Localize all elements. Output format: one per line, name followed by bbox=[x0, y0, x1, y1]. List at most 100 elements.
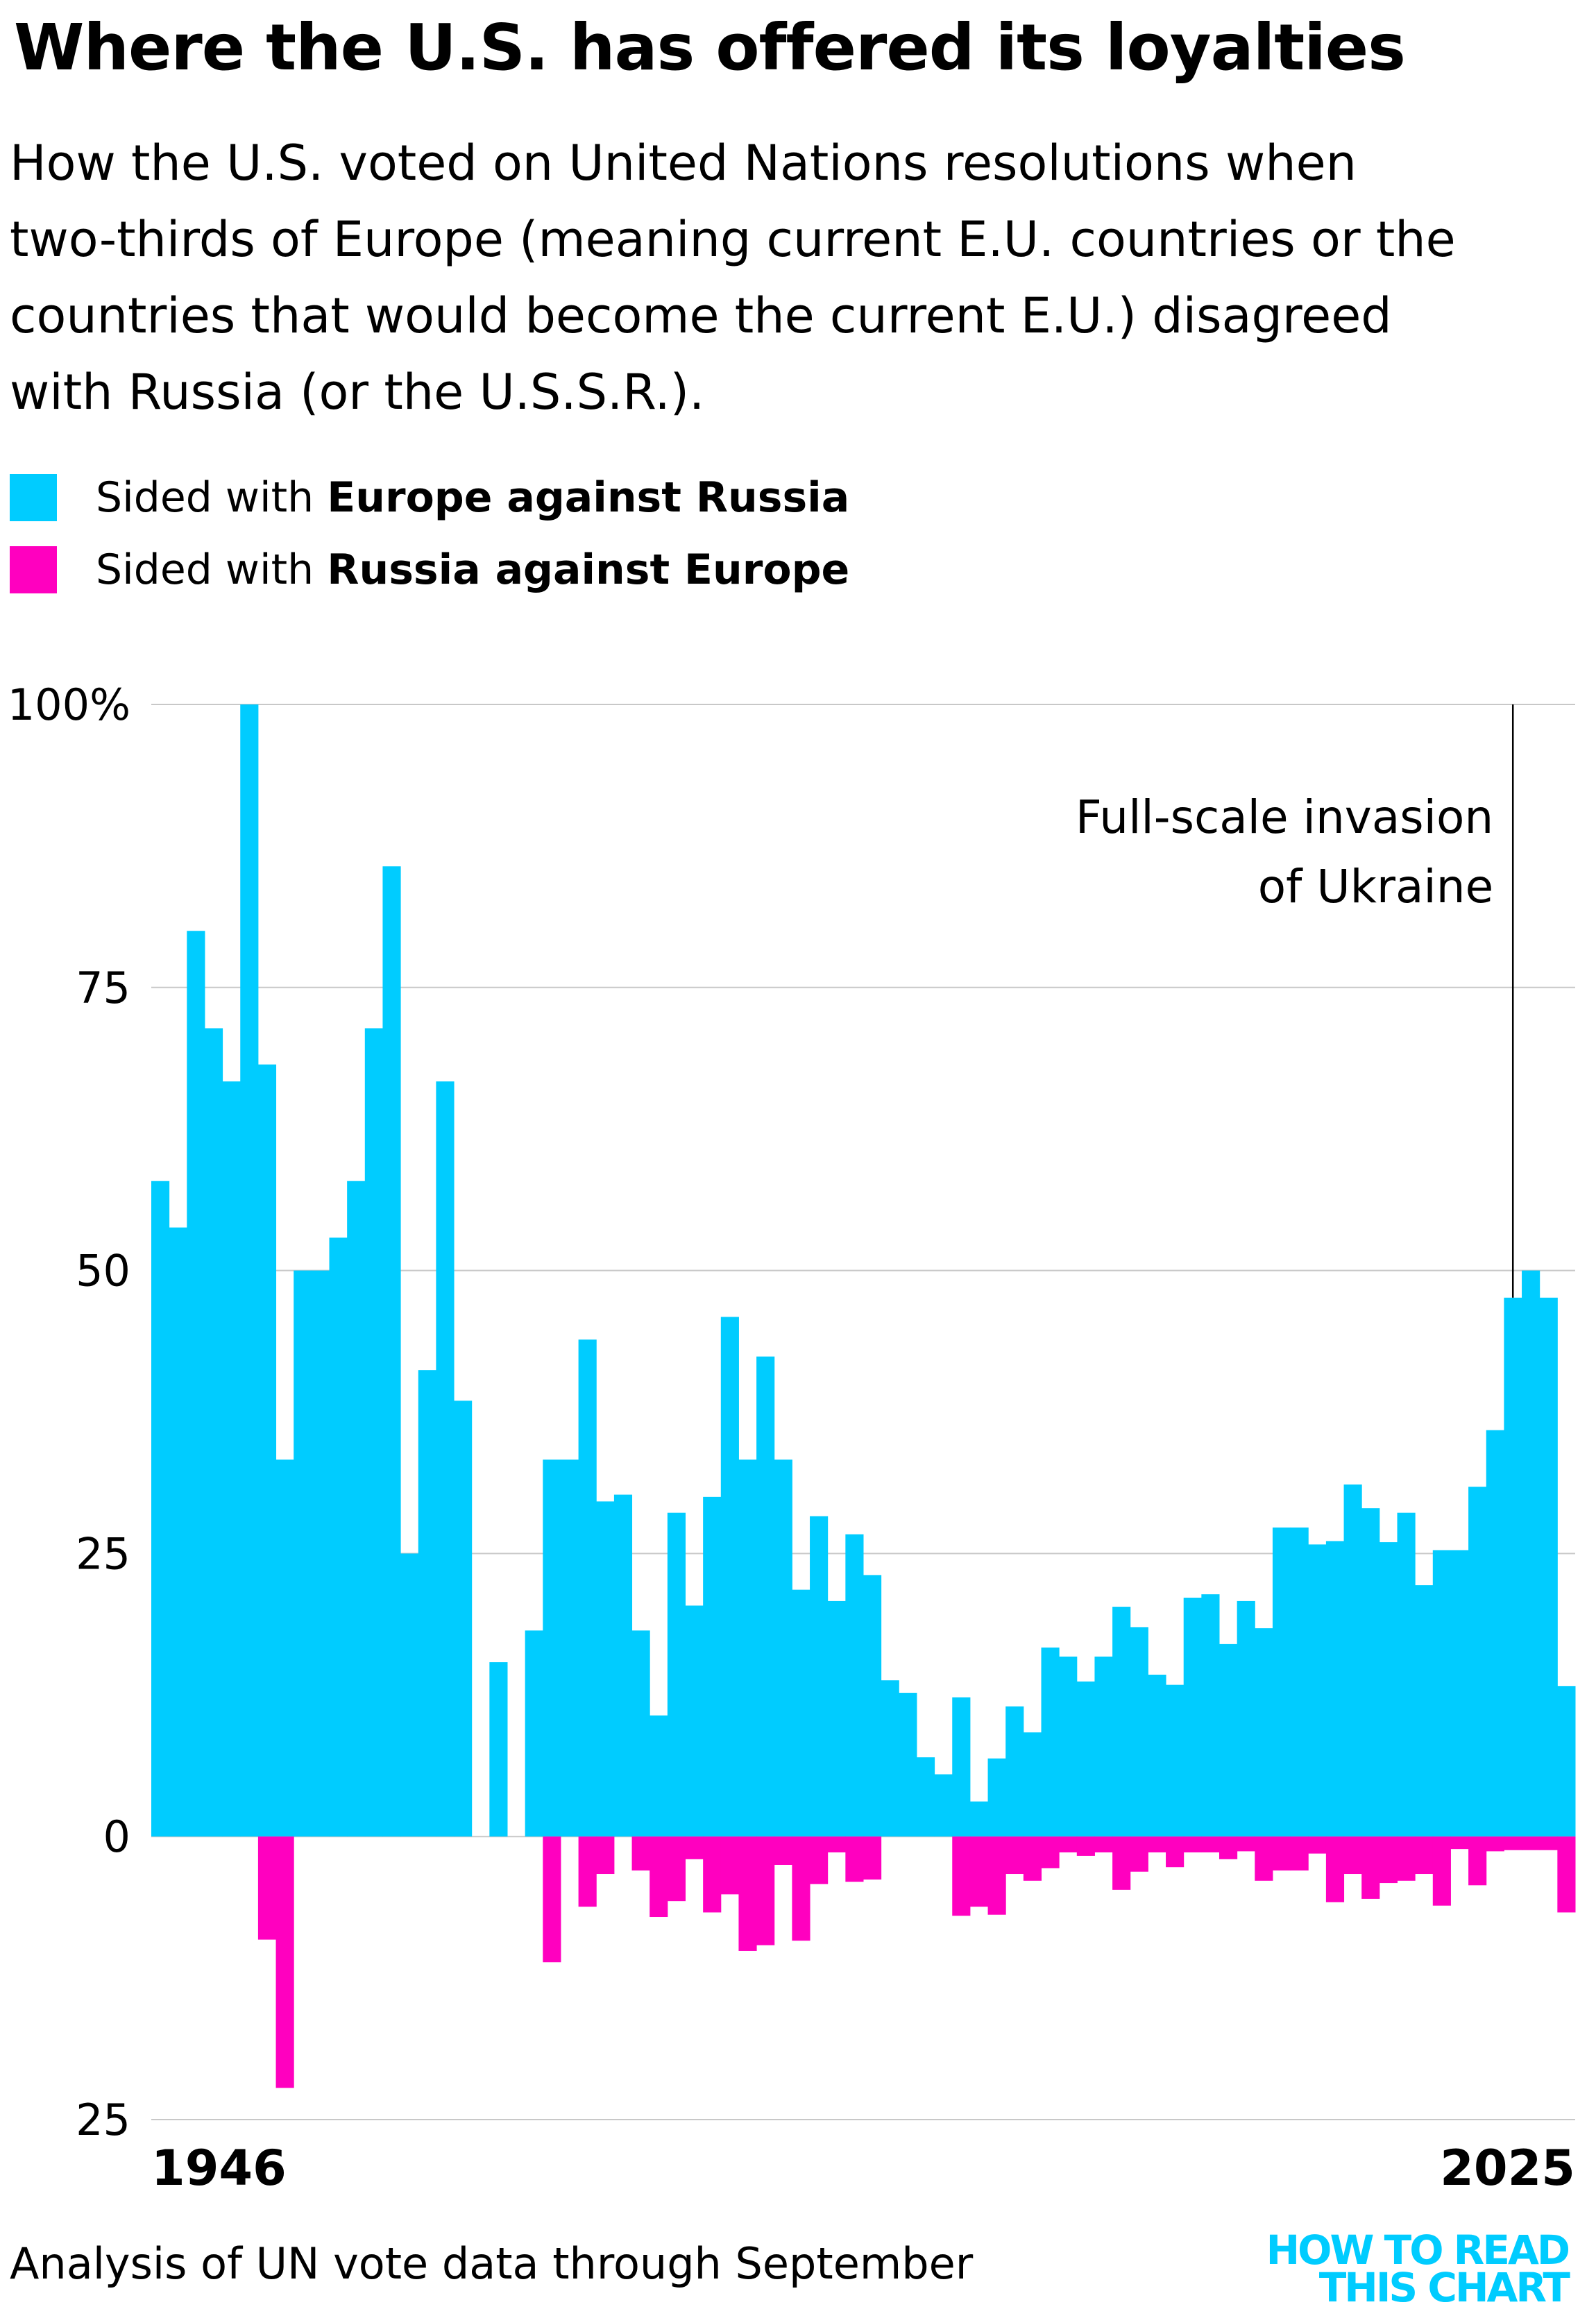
bar-europe-1990 bbox=[934, 1774, 953, 1837]
x-tick-label: 1946 bbox=[151, 2140, 287, 2197]
annotation-text: of Ukraine bbox=[1258, 860, 1493, 913]
legend-item-russia: Sided with Russia against Europe bbox=[10, 534, 849, 606]
bar-europe-2000 bbox=[1112, 1607, 1131, 1837]
y-tick-label: 0 bbox=[103, 1811, 130, 1862]
bar-europe-2007 bbox=[1237, 1600, 1255, 1837]
bar-russia-2001 bbox=[1130, 1836, 1148, 1872]
bar-russia-2020 bbox=[1468, 1836, 1487, 1886]
legend-label-russia: Sided with Russia against Europe bbox=[96, 546, 849, 594]
bar-europe-2011 bbox=[1308, 1544, 1327, 1837]
bar-russia-1994 bbox=[1005, 1836, 1024, 1875]
bar-russia-2014 bbox=[1361, 1836, 1380, 1899]
bar-europe-2016 bbox=[1397, 1512, 1416, 1837]
bar-europe-2021 bbox=[1486, 1430, 1504, 1837]
bar-europe-1946 bbox=[151, 1181, 170, 1837]
bar-europe-1985 bbox=[845, 1534, 864, 1837]
bar-europe-1967 bbox=[525, 1630, 543, 1837]
bar-europe-1960 bbox=[400, 1553, 419, 1837]
bar-europe-1957 bbox=[347, 1181, 366, 1837]
annotation-text: Full-scale invasion bbox=[1076, 791, 1493, 844]
subtitle-line: two-thirds of Europe (meaning current E.… bbox=[10, 211, 1456, 268]
bar-europe-1987 bbox=[881, 1680, 899, 1837]
bar-europe-2002 bbox=[1148, 1674, 1166, 1837]
subtitle-line: How the U.S. voted on United Nations res… bbox=[10, 135, 1357, 192]
subtitle-line: with Russia (or the U.S.S.R.). bbox=[10, 364, 705, 421]
bar-russia-1992 bbox=[969, 1836, 989, 1907]
logo-line-2: THIS CHART bbox=[1318, 2264, 1570, 2311]
legend-swatch-russia bbox=[10, 546, 57, 593]
bar-russia-2000 bbox=[1112, 1836, 1131, 1890]
bar-russia-1953 bbox=[275, 1836, 294, 2088]
bar-europe-1996 bbox=[1041, 1647, 1060, 1837]
bar-russia-1996 bbox=[1041, 1836, 1060, 1868]
y-axis-labels: 100% 75 50 25 0 25 bbox=[8, 679, 130, 2145]
bar-europe-1982 bbox=[792, 1589, 810, 1837]
x-axis-labels: 1946 2025 bbox=[151, 2140, 1575, 2197]
bar-europe-2005 bbox=[1201, 1594, 1220, 1837]
bar-europe-1948 bbox=[187, 931, 205, 1837]
bar-europe-2024 bbox=[1539, 1297, 1558, 1837]
bar-russia-2025 bbox=[1557, 1836, 1576, 1913]
bars-russia bbox=[257, 1836, 1576, 2088]
bar-europe-1980 bbox=[756, 1356, 775, 1837]
bar-russia-2007 bbox=[1237, 1836, 1255, 1852]
bar-europe-2020 bbox=[1468, 1487, 1487, 1837]
bar-europe-1969 bbox=[560, 1460, 579, 1837]
legend-swatch-europe bbox=[10, 474, 57, 521]
bar-russia-1976 bbox=[685, 1836, 704, 1859]
bar-europe-2001 bbox=[1130, 1627, 1148, 1837]
bar-russia-2011 bbox=[1308, 1836, 1327, 1854]
bar-europe-2017 bbox=[1415, 1585, 1434, 1837]
bar-europe-1979 bbox=[738, 1460, 757, 1837]
legend-bold: Europe against Russia bbox=[327, 473, 850, 522]
subtitle-line: countries that would become the current … bbox=[10, 287, 1392, 344]
legend-label-europe: Sided with Europe against Russia bbox=[96, 473, 849, 522]
bar-europe-1972 bbox=[613, 1494, 633, 1837]
bar-russia-1970 bbox=[578, 1836, 597, 1907]
legend-bold: Russia against Europe bbox=[327, 546, 850, 594]
bar-russia-1973 bbox=[631, 1836, 650, 1871]
bar-europe-1974 bbox=[650, 1715, 668, 1837]
bar-russia-2024 bbox=[1539, 1836, 1558, 1850]
bar-europe-2022 bbox=[1504, 1297, 1522, 1837]
bar-russia-2005 bbox=[1201, 1836, 1220, 1853]
bar-russia-1974 bbox=[650, 1836, 668, 1918]
bar-russia-1979 bbox=[738, 1836, 757, 1951]
bar-russia-1968 bbox=[543, 1836, 561, 1963]
bar-europe-1991 bbox=[952, 1697, 971, 1837]
bar-russia-2016 bbox=[1397, 1836, 1416, 1881]
bar-europe-1952 bbox=[257, 1064, 277, 1837]
bar-europe-2013 bbox=[1343, 1484, 1362, 1837]
bar-russia-2021 bbox=[1486, 1836, 1504, 1852]
legend-item-europe: Sided with Europe against Russia bbox=[10, 462, 849, 534]
bar-europe-1999 bbox=[1094, 1656, 1113, 1837]
bar-russia-2003 bbox=[1166, 1836, 1185, 1868]
bar-europe-2006 bbox=[1219, 1643, 1238, 1837]
bar-russia-1985 bbox=[845, 1836, 864, 1882]
bar-europe-1989 bbox=[916, 1757, 935, 1837]
y-tick-label: 25 bbox=[76, 2095, 130, 2145]
bar-europe-1951 bbox=[240, 704, 259, 1837]
source-note: Analysis of UN vote data through Septemb… bbox=[10, 2238, 974, 2289]
bar-russia-2022 bbox=[1504, 1836, 1522, 1850]
bar-europe-2010 bbox=[1290, 1527, 1309, 1837]
bar-russia-2013 bbox=[1343, 1836, 1362, 1875]
bar-europe-1995 bbox=[1023, 1732, 1042, 1837]
logo-line-1: HOW TO READ bbox=[1266, 2226, 1570, 2274]
bar-europe-1956 bbox=[329, 1237, 348, 1837]
chart-subtitle: How the U.S. voted on United Nations res… bbox=[10, 125, 1578, 430]
bar-europe-2015 bbox=[1379, 1542, 1398, 1837]
bar-russia-2012 bbox=[1325, 1836, 1345, 1902]
bar-russia-1971 bbox=[596, 1836, 615, 1875]
bar-europe-1994 bbox=[1005, 1706, 1024, 1837]
y-tick-label: 100% bbox=[8, 679, 130, 730]
bar-russia-1980 bbox=[756, 1836, 775, 1945]
brand-logo: HOW TO READ THIS CHART bbox=[1266, 2226, 1570, 2311]
bar-russia-1977 bbox=[703, 1836, 722, 1913]
legend: Sided with Europe against Russia Sided w… bbox=[10, 462, 849, 606]
bar-europe-1959 bbox=[382, 866, 401, 1837]
bar-europe-1997 bbox=[1059, 1656, 1078, 1837]
bar-europe-2025 bbox=[1557, 1686, 1576, 1837]
bar-europe-1950 bbox=[222, 1081, 241, 1837]
y-tick-label: 75 bbox=[76, 963, 130, 1013]
